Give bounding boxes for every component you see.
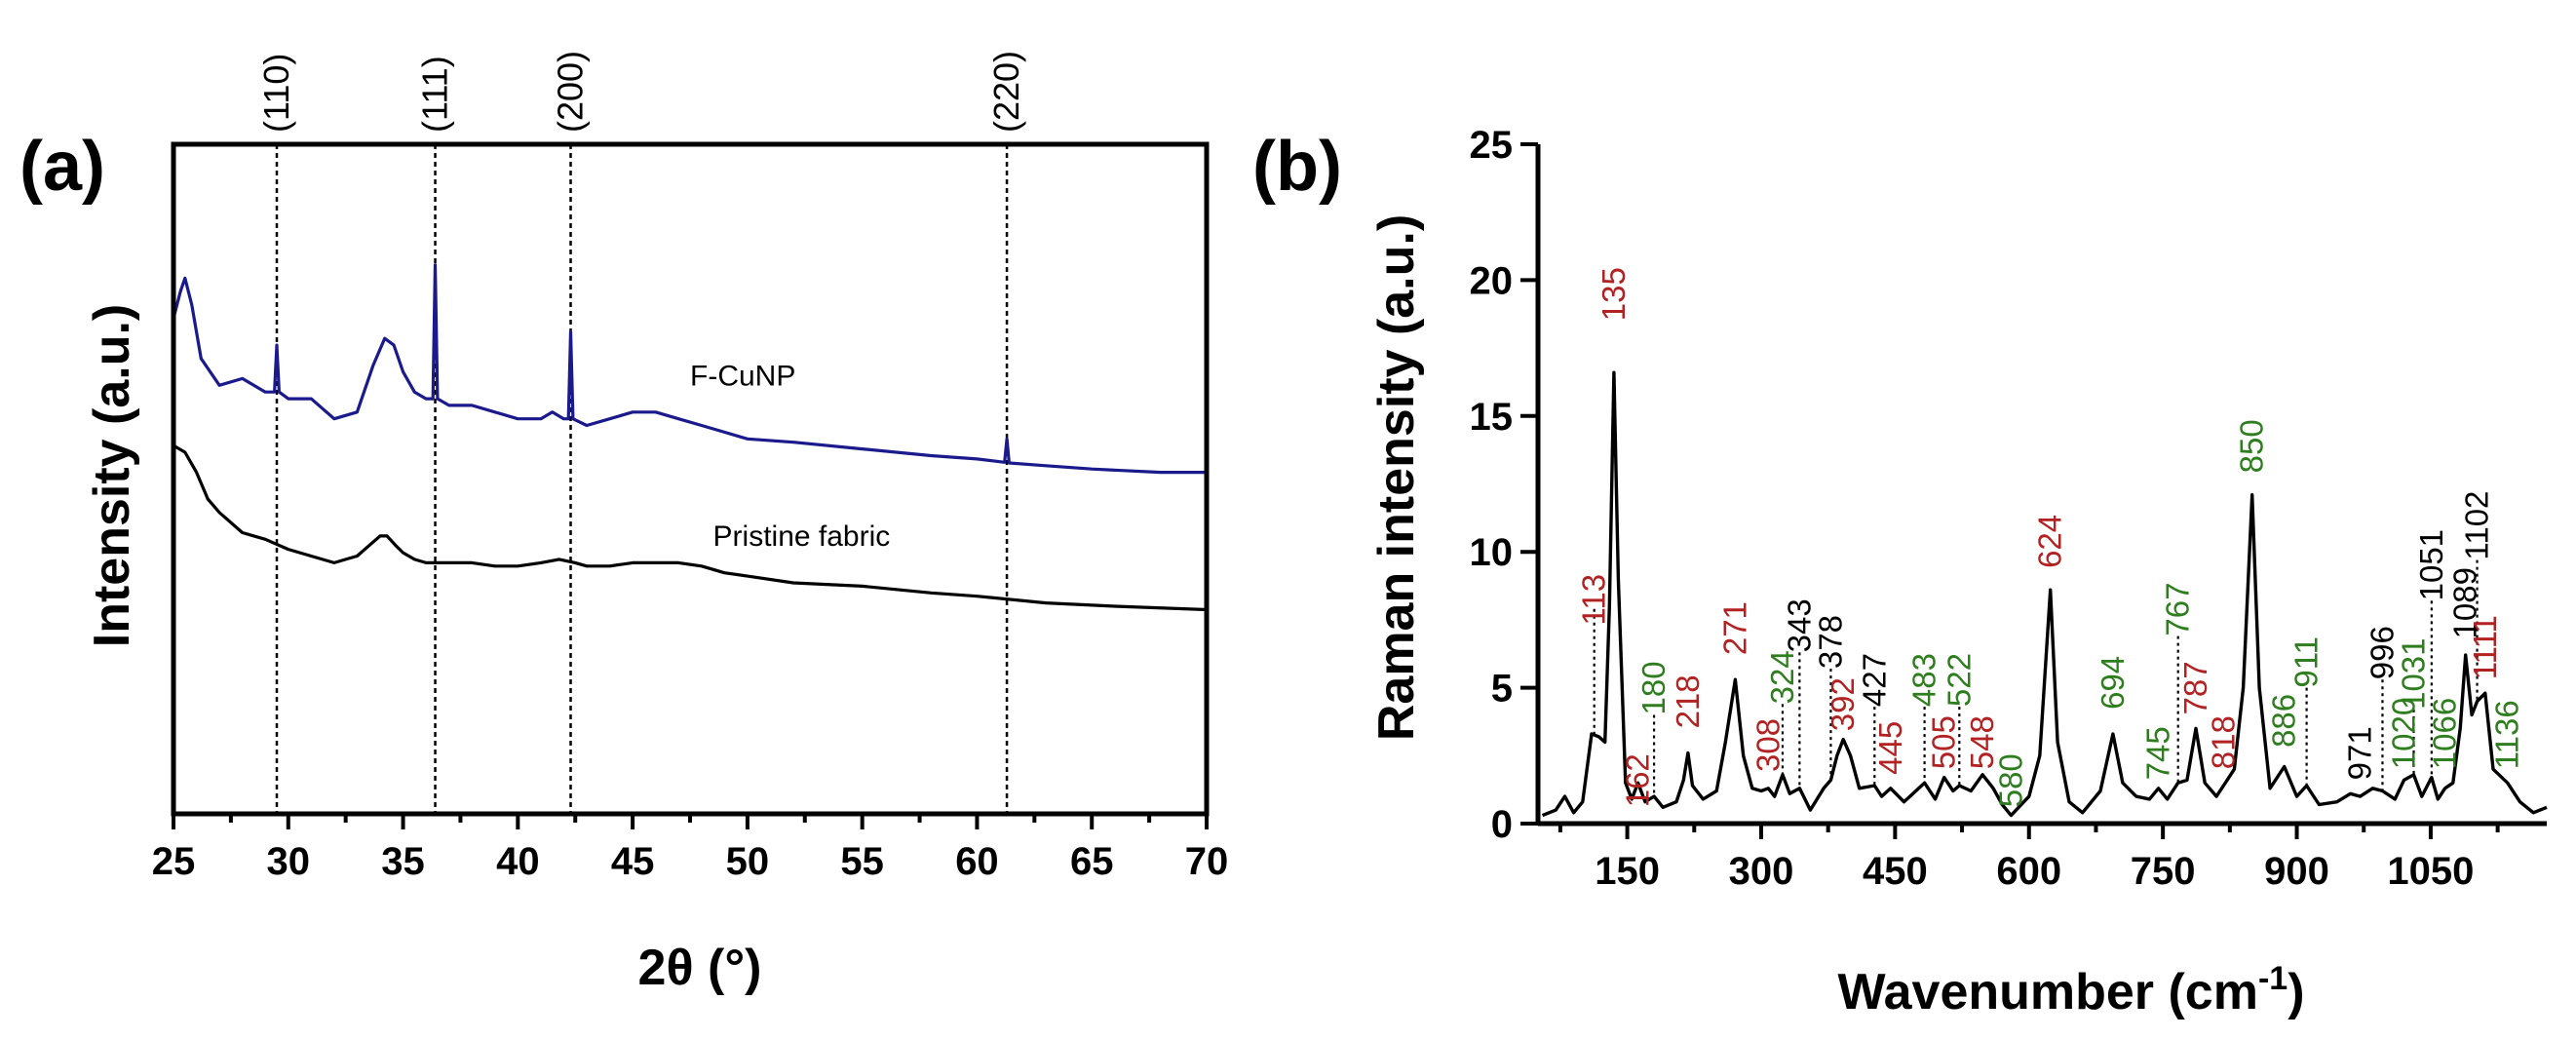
peak-label: 135: [1596, 267, 1632, 321]
x-tick-label: 900: [2264, 850, 2329, 893]
peak-label: 694: [2095, 656, 2131, 710]
peak-label: 162: [1620, 753, 1656, 807]
peak-label: 1102: [2459, 491, 2495, 560]
raman-x-axis-title-end: ): [2288, 964, 2304, 1020]
x-tick-label: 600: [1996, 850, 2061, 893]
peak-label: 271: [1716, 601, 1752, 655]
peak-label: 624: [2032, 515, 2068, 568]
peak-label: 1031: [2396, 637, 2432, 709]
peak-label: 113: [1576, 574, 1612, 626]
xrd-x-axis-title: 2θ (°): [638, 940, 762, 996]
peak-label: 392: [1825, 677, 1861, 731]
xrd-y-axis-title: Intensity (a.u.): [84, 304, 140, 647]
plot-frame: [171, 141, 1210, 817]
series-line: [172, 263, 1207, 475]
x-tick-label: 750: [2131, 850, 2196, 893]
series-label: F-CuNP: [690, 360, 795, 392]
x-tick-label: 450: [1863, 850, 1928, 893]
peak-label: 1111: [2467, 615, 2503, 679]
panel-label-b: (b): [1252, 128, 1342, 206]
raman-y-axis-title: Raman intensity (a.u.): [1368, 214, 1425, 741]
x-tick-label: 55: [840, 840, 884, 883]
y-tick-label: 15: [1470, 396, 1514, 439]
y-tick-label: 0: [1491, 803, 1513, 846]
y-tick-label: 10: [1470, 531, 1514, 574]
x-tick-label: 150: [1595, 850, 1660, 893]
peak-label: 218: [1670, 674, 1706, 728]
peak-label: 911: [2288, 636, 2325, 688]
xrd-plot-area: (110) (111) (200) (220) F-CuNP Pristine fabri…: [152, 51, 1229, 883]
peak-label: 505: [1926, 715, 1962, 769]
raman-x-axis-title-sup: -1: [2258, 960, 2288, 997]
peak-label: 971: [2342, 726, 2378, 780]
peak-label: 483: [1906, 653, 1942, 707]
y-tick-label: 5: [1491, 668, 1513, 711]
series-line: [1541, 370, 2548, 818]
peak-label: 378: [1812, 615, 1848, 669]
x-tick-label: 25: [152, 840, 196, 883]
x-tick-label: 60: [955, 840, 999, 883]
x-tick-label: 40: [496, 840, 540, 883]
peak-label: 580: [1992, 753, 2028, 807]
x-tick-label: 300: [1729, 850, 1794, 893]
y-tick-label: 20: [1470, 259, 1514, 302]
x-tick-label: 50: [726, 840, 770, 883]
peak-label: 548: [1964, 715, 2000, 769]
peak-label: 1051: [2413, 529, 2449, 600]
raman-x-axis-title-main: Wavenumber (cm: [1837, 964, 2258, 1020]
x-tick-label: 65: [1070, 840, 1114, 883]
peak-label: 522: [1941, 653, 1977, 707]
xrd-panel: (a) (110) (111) (200) (220) F-CuNP Pristine f…: [19, 51, 1228, 996]
peak-label: 445: [1872, 721, 1908, 775]
peak-label: 180: [1635, 661, 1672, 714]
panel-label-a: (a): [19, 128, 105, 206]
x-tick-label: 35: [381, 840, 425, 883]
peak-label: 1136: [2489, 700, 2525, 769]
peak-label: 818: [2205, 715, 2241, 769]
peak-label: 427: [1856, 653, 1892, 707]
peak-label: 767: [2160, 583, 2196, 636]
peak-label: 1020: [2385, 698, 2421, 769]
plane-label: (110): [256, 54, 296, 133]
peak-label: 343: [1781, 598, 1817, 652]
plane-label: (220): [986, 51, 1026, 133]
x-tick-label: 1050: [2387, 850, 2474, 893]
series-label: Pristine fabric: [713, 520, 891, 553]
peak-label: 1089: [2447, 567, 2483, 638]
peak-label: 745: [2140, 726, 2176, 780]
y-tick-label: 25: [1470, 124, 1514, 167]
peak-label: 850: [2234, 419, 2270, 473]
peak-label: 1066: [2427, 698, 2463, 769]
raman-x-axis-title: Wavenumber (cm-1): [1837, 960, 2304, 1020]
x-tick-label: 30: [267, 840, 311, 883]
x-tick-label: 45: [611, 840, 655, 883]
x-tick-label: 70: [1185, 840, 1229, 883]
peak-label: 324: [1764, 650, 1800, 704]
peak-label: 886: [2266, 694, 2302, 748]
peak-label: 996: [2364, 626, 2400, 679]
series-line: [173, 443, 1208, 612]
plane-label: (111): [415, 56, 455, 133]
plane-label: (200): [551, 51, 591, 133]
peak-label: 787: [2177, 661, 2213, 714]
peak-label: 308: [1749, 718, 1786, 772]
